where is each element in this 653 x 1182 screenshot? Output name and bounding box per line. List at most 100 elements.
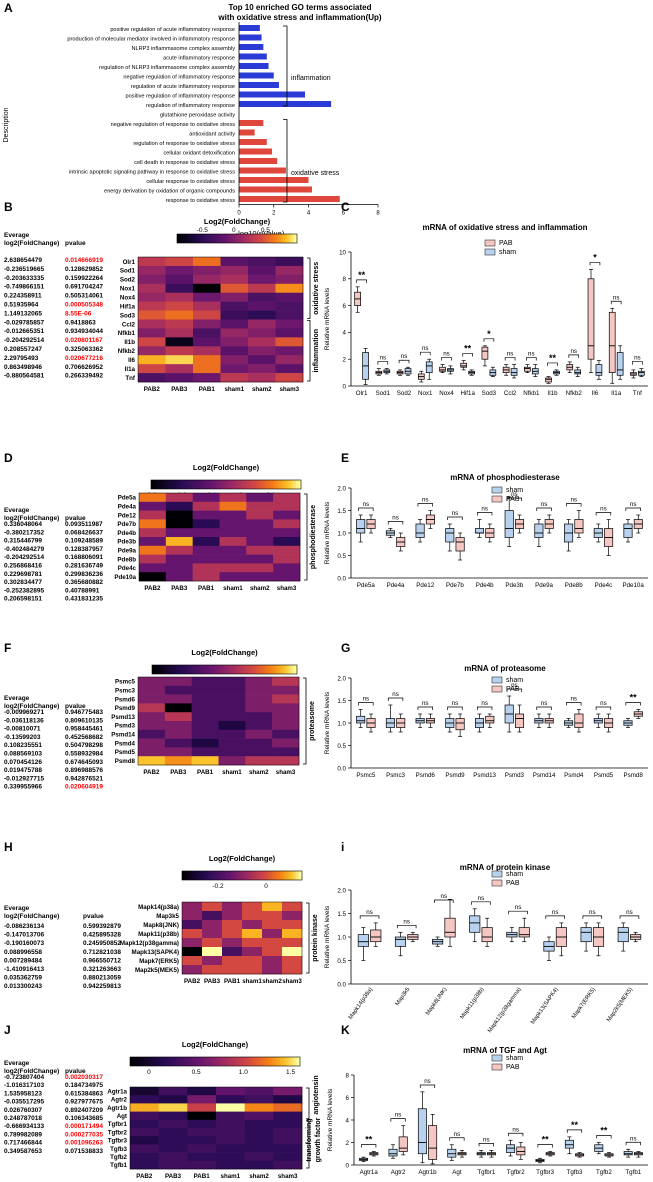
heatmap-cell	[165, 257, 194, 267]
heatmap-cell	[158, 1160, 188, 1170]
colorbar-segment	[288, 871, 291, 880]
heatmap-row-label: Olr1	[123, 259, 136, 266]
heatmap-column-label: PAB2	[144, 585, 161, 592]
significance-label: ns	[422, 345, 429, 352]
colorbar-segment	[215, 234, 218, 243]
stats-log2fc-value: -0.029785857	[4, 319, 45, 326]
heatmap-cell	[191, 738, 219, 748]
box-iqr	[455, 537, 465, 552]
heatmap-cell	[242, 920, 263, 930]
stats-log2fc-value: -0.012665351	[4, 328, 45, 335]
heatmap-cell	[275, 328, 304, 338]
x-category-label: Psmd14	[533, 772, 556, 779]
colorbar-segment	[218, 480, 222, 489]
box-iqr	[524, 366, 531, 372]
colorbar-segment	[278, 480, 282, 489]
box-iqr	[481, 346, 489, 360]
heatmap-cell	[191, 721, 219, 731]
heatmap-cell	[165, 292, 194, 302]
colorbar-segment	[246, 1057, 250, 1066]
heatmap-cell	[218, 747, 246, 757]
heatmap-cell	[282, 947, 303, 957]
y-tick-label: 4	[343, 330, 347, 337]
heatmap-cell	[182, 938, 203, 948]
heatmap-cell	[158, 1087, 188, 1096]
x-category-label: Psmd8	[624, 772, 644, 779]
heatmap-cell	[242, 965, 263, 975]
heatmap-cell	[130, 1103, 159, 1112]
colorbar-segment	[278, 871, 281, 880]
heatmap-row-label: Psmd3	[115, 723, 136, 730]
panel-a-category-label: regulation of inflammatory response	[146, 103, 235, 109]
heatmap-cell	[130, 1087, 159, 1096]
colorbar-segment	[164, 1057, 168, 1066]
heatmap-cell	[193, 274, 221, 285]
heatmap-group-bracket	[306, 1120, 310, 1169]
box-iqr	[608, 311, 616, 373]
y-tick-label: 6	[343, 303, 347, 310]
stats-log2fc-value: -0.402484279	[4, 546, 45, 553]
heatmap-cell	[165, 346, 194, 356]
heatmap-cell	[219, 554, 247, 564]
colorbar-segment	[239, 234, 242, 243]
heatmap-cell	[272, 729, 300, 739]
heatmap-cell	[192, 519, 220, 529]
heatmap-cell	[158, 1144, 188, 1153]
heatmap-cell	[219, 493, 247, 503]
heatmap-cell	[218, 712, 246, 722]
x-category-label: Nfkb1	[523, 390, 540, 397]
colorbar-segment	[293, 234, 296, 243]
y-tick-label: 1.0	[337, 720, 346, 727]
heatmap-cell	[246, 510, 274, 520]
heatmap-cell	[191, 747, 219, 757]
box-iqr	[394, 936, 407, 947]
box-iqr	[356, 519, 366, 534]
stats-pvalue: 0.431831235	[65, 596, 103, 603]
heatmap-cell	[202, 911, 223, 921]
colorbar-segment	[246, 480, 249, 489]
colorbar-segment	[218, 871, 221, 880]
colorbar-segment	[248, 480, 252, 489]
stats-pvalue: 0.071538833	[65, 1148, 103, 1155]
heatmap-cell	[218, 756, 246, 766]
box-iqr	[516, 1146, 526, 1156]
significance-label: ns	[541, 501, 548, 508]
legend-swatch	[491, 870, 503, 878]
colorbar-segment	[188, 871, 191, 880]
heatmap-column-label: PAB2	[136, 1173, 153, 1180]
colorbar-segment	[161, 665, 165, 674]
dynamic-marks: positive regulation of acute inflammator…	[4, 22, 648, 1180]
heatmap-cell	[130, 1160, 159, 1170]
heatmap-row-label: Psmd4	[115, 740, 136, 747]
colorbar-segment	[209, 234, 212, 243]
colorbar-segment	[229, 665, 233, 674]
x-category-label: Hif1a	[460, 390, 475, 397]
heatmap-row-label: Psmd5	[115, 749, 136, 756]
colorbar-segment	[234, 871, 237, 880]
colorbar-segment	[195, 234, 198, 243]
heatmap-cell	[222, 965, 243, 975]
colorbar-segment	[216, 480, 219, 489]
colorbar-segment	[279, 234, 282, 243]
x-category-label: Agtr1a	[360, 1169, 379, 1176]
heatmap-row-label: Sod2	[120, 277, 136, 284]
heatmap-row-label: Psmc3	[115, 688, 136, 695]
heatmap-cell	[219, 545, 247, 555]
significance-label: ns	[366, 909, 373, 916]
colorbar-segment	[241, 665, 245, 674]
stats-log2fc-value: 0.248787018	[4, 1115, 42, 1122]
colorbar-segment	[266, 871, 269, 880]
colorbar-segment	[240, 1057, 244, 1066]
significance-bracket	[595, 706, 612, 710]
colorbar-segment	[224, 871, 227, 880]
significance-bracket	[625, 507, 641, 511]
heatmap-cell	[218, 694, 246, 704]
colorbar-segment	[138, 1057, 142, 1066]
heatmap-cell	[193, 292, 221, 302]
box-iqr	[623, 523, 633, 538]
heatmap-column-label: sham2	[249, 1173, 269, 1180]
colorbar-segment	[192, 871, 195, 880]
significance-label: **	[600, 1126, 608, 1136]
stats-header-everage: Everage	[4, 1060, 30, 1067]
